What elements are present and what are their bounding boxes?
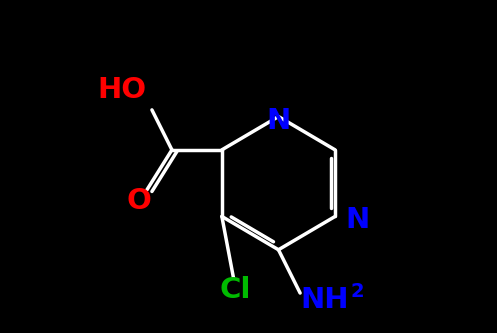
Text: NH: NH	[301, 286, 349, 314]
Text: N: N	[266, 107, 291, 135]
Text: O: O	[126, 187, 151, 215]
Text: 2: 2	[350, 282, 364, 301]
Text: HO: HO	[97, 76, 147, 104]
Text: Cl: Cl	[220, 276, 251, 304]
Text: N: N	[345, 206, 369, 234]
